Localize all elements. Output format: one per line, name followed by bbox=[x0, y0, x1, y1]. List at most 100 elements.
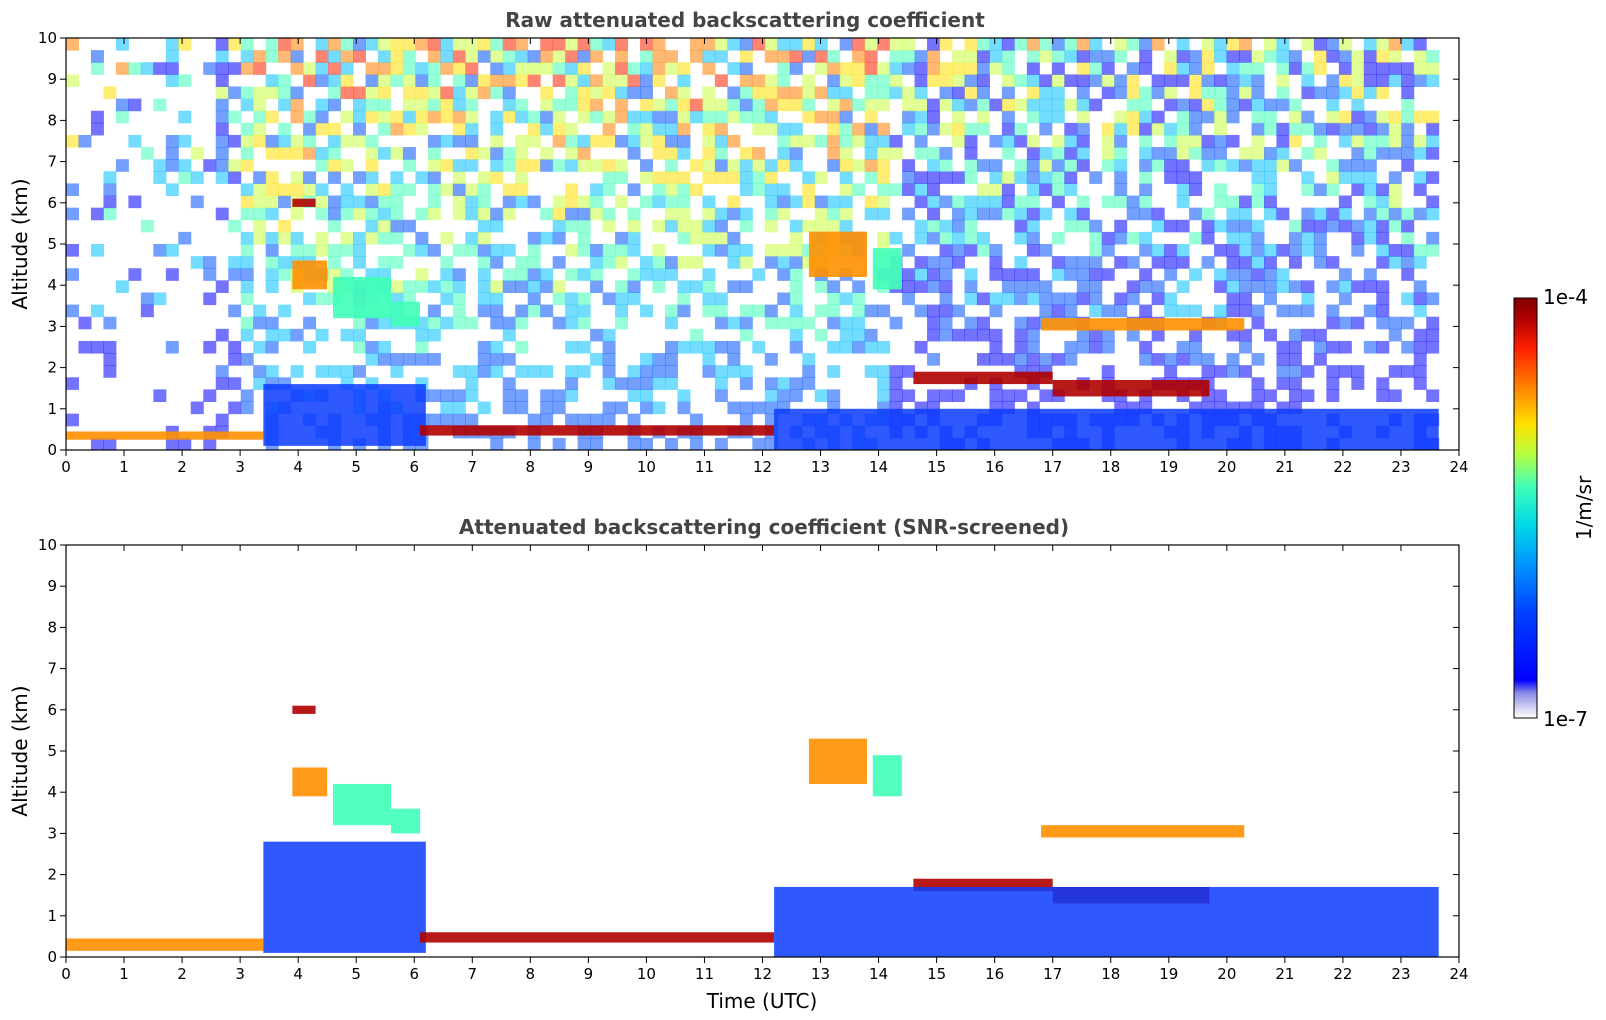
noise-cell bbox=[989, 50, 1003, 63]
noise-cell bbox=[577, 292, 591, 306]
noise-cell bbox=[1101, 268, 1115, 281]
noise-cell bbox=[615, 244, 629, 257]
noise-cell bbox=[502, 353, 516, 366]
y-axis-label: Altitude (km) bbox=[8, 685, 32, 816]
noise-cell bbox=[402, 62, 416, 75]
noise-cell bbox=[1076, 38, 1090, 51]
noise-cell bbox=[103, 340, 117, 354]
noise-cell bbox=[615, 38, 629, 51]
noise-cell bbox=[353, 50, 366, 63]
noise-cell bbox=[1376, 292, 1390, 306]
noise-cell bbox=[615, 98, 629, 112]
noise-cell bbox=[465, 183, 479, 197]
x-tick-label: 24 bbox=[1449, 458, 1468, 476]
noise-cell bbox=[839, 62, 853, 75]
noise-cell bbox=[764, 122, 778, 136]
noise-cell bbox=[577, 50, 591, 63]
noise-cell bbox=[877, 304, 891, 318]
noise-cell bbox=[590, 195, 604, 209]
noise-cell bbox=[1276, 50, 1290, 63]
noise-cell bbox=[502, 401, 516, 415]
noise-cell bbox=[1251, 86, 1265, 100]
noise-cell bbox=[427, 110, 441, 124]
noise-cell bbox=[515, 159, 529, 172]
noise-cell bbox=[1139, 231, 1153, 245]
noise-cell bbox=[664, 365, 678, 378]
noise-cell bbox=[727, 256, 741, 269]
noise-cell bbox=[353, 122, 366, 136]
noise-cell bbox=[727, 340, 741, 354]
noise-cell bbox=[340, 207, 354, 221]
noise-cell bbox=[702, 50, 716, 63]
noise-cell bbox=[1426, 62, 1440, 75]
noise-cell bbox=[315, 38, 329, 51]
noise-cell bbox=[1313, 256, 1327, 269]
noise-cell bbox=[1351, 316, 1365, 330]
noise-cell bbox=[1326, 122, 1340, 136]
noise-cell bbox=[1288, 365, 1302, 378]
noise-cell bbox=[577, 413, 591, 427]
noise-cell bbox=[989, 268, 1003, 281]
noise-cell bbox=[714, 74, 728, 87]
noise-cell bbox=[1164, 50, 1178, 63]
noise-cell bbox=[490, 316, 504, 330]
noise-cell bbox=[390, 38, 404, 51]
noise-cell bbox=[215, 328, 229, 342]
noise-cell bbox=[303, 147, 317, 160]
noise-cell bbox=[1363, 231, 1377, 245]
noise-cell bbox=[1114, 122, 1128, 136]
noise-cell bbox=[1363, 159, 1377, 172]
noise-cell bbox=[1001, 207, 1015, 221]
noise-cell bbox=[989, 292, 1003, 306]
noise-cell bbox=[789, 280, 803, 293]
noise-cell bbox=[727, 98, 741, 112]
noise-cell bbox=[452, 98, 466, 112]
noise-cell bbox=[602, 134, 616, 148]
noise-cell bbox=[939, 171, 953, 184]
noise-cell bbox=[789, 389, 803, 403]
noise-cell bbox=[864, 122, 878, 136]
noise-cell bbox=[1064, 171, 1078, 184]
noise-cell bbox=[939, 304, 953, 318]
noise-cell bbox=[764, 98, 778, 112]
noise-cell bbox=[1301, 62, 1315, 75]
noise-cell bbox=[240, 98, 254, 112]
noise-cell bbox=[739, 207, 753, 221]
noise-cell bbox=[365, 86, 379, 100]
noise-cell bbox=[565, 98, 579, 112]
noise-cell bbox=[328, 171, 342, 184]
noise-cell bbox=[1326, 377, 1340, 390]
noise-cell bbox=[290, 62, 304, 75]
noise-cell bbox=[1351, 171, 1365, 184]
noise-cell bbox=[265, 110, 279, 124]
x-tick-label: 16 bbox=[985, 965, 1004, 983]
chart-title: Raw attenuated backscattering coefficien… bbox=[505, 8, 985, 32]
noise-cell bbox=[814, 219, 828, 233]
noise-cell bbox=[1139, 98, 1153, 112]
noise-cell bbox=[1363, 304, 1377, 318]
noise-cell bbox=[914, 147, 928, 160]
noise-cell bbox=[440, 86, 454, 100]
noise-cell bbox=[1413, 340, 1427, 354]
noise-cell bbox=[677, 389, 691, 403]
noise-cell bbox=[1214, 268, 1228, 281]
noise-cell bbox=[228, 219, 242, 233]
noise-cell bbox=[1014, 292, 1028, 306]
noise-cell bbox=[153, 389, 167, 403]
noise-cell bbox=[427, 183, 441, 197]
noise-cell bbox=[964, 159, 978, 172]
noise-cell bbox=[827, 98, 841, 112]
noise-cell bbox=[465, 38, 479, 51]
noise-cell bbox=[590, 244, 604, 257]
noise-cell bbox=[864, 340, 878, 354]
noise-cell bbox=[664, 268, 678, 281]
noise-cell bbox=[1376, 340, 1390, 354]
noise-cell bbox=[1201, 219, 1215, 233]
noise-cell bbox=[914, 98, 928, 112]
noise-cell bbox=[1426, 171, 1440, 184]
x-axis: 0 1 2 3 4 5 6 7 8 9 10 11 12 13 14 15 16 17 18 19 20 21 22 23 24 bbox=[61, 38, 1469, 476]
noise-cell bbox=[1363, 134, 1377, 148]
noise-cell bbox=[1376, 377, 1390, 390]
noise-cell bbox=[1351, 147, 1365, 160]
